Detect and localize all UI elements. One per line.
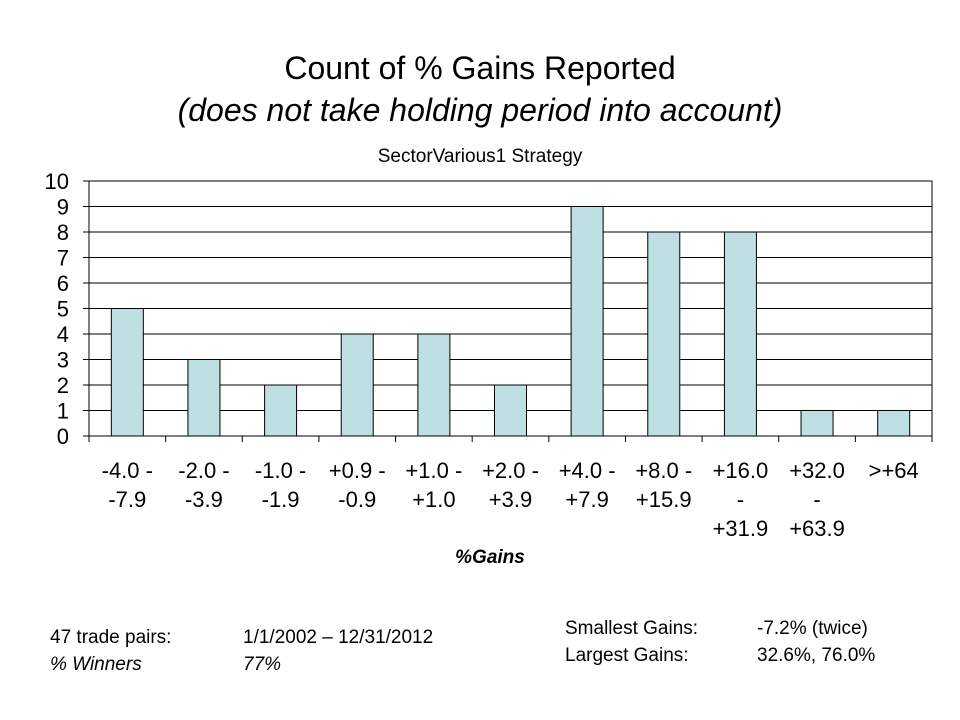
bar [417,333,451,437]
y-tick-label: 1 [57,399,69,424]
y-tick-label: 8 [57,220,69,245]
x-category-label: >+64 [869,458,919,483]
chart-subtitle: SectorVarious1 Strategy [377,146,583,167]
bar [800,410,834,437]
y-tick-label: 4 [57,322,69,347]
x-category-label: -2.0 --3.9 [178,458,229,512]
x-category-label: +32.0 -+63.9 [789,458,845,541]
y-tick-label: 0 [57,424,69,449]
bar [110,308,144,437]
y-tick-label: 2 [57,373,69,398]
winners-value: 77% [243,654,282,675]
date-range: 1/1/2002 – 12/31/2012 [243,627,434,648]
bar [647,231,681,437]
trade-pairs-label: 47 trade pairs: [50,627,172,648]
x-category-label: +2.0 -+3.9 [482,458,539,512]
y-tick-label: 7 [57,246,69,271]
bar [264,384,298,437]
gain-extremes: Smallest Gains: -7.2% (twice) Largest Ga… [565,615,875,669]
y-tick-label: 3 [57,348,69,373]
chart-title: Count of % Gains Reported [284,50,676,86]
trade-stats: 47 trade pairs: 1/1/2002 – 12/31/2012 % … [50,624,433,678]
smallest-gains-label: Smallest Gains: [565,618,699,639]
bar [570,206,604,437]
chart-title-note: (does not take holding period into accou… [177,92,783,128]
x-category-label: +0.9 --0.9 [329,458,386,512]
winners-label: % Winners [50,654,142,675]
x-axis-label: %Gains [455,547,525,568]
y-tick-label: 9 [57,195,69,220]
largest-gains-value: 32.6%, 76.0% [757,645,876,666]
y-tick-label: 5 [57,297,69,322]
bar [723,231,757,437]
x-category-label: +16.0 -+31.9 [713,458,769,541]
x-category-label: +4.0 -+7.9 [559,458,616,512]
bar [494,384,527,437]
largest-gains-label: Largest Gains: [565,645,689,666]
bar [187,359,221,437]
x-category-label: -1.0 --1.9 [255,458,306,512]
y-tick-label: 6 [57,271,69,296]
smallest-gains-value: -7.2% (twice) [757,618,868,639]
bar [340,333,374,437]
x-category-label: +1.0 -+1.0 [405,458,462,512]
x-category-label: -4.0 --7.9 [102,458,153,512]
x-category-label: +8.0 -+15.9 [635,458,692,512]
bar [877,410,911,437]
y-tick-label: 10 [45,169,69,194]
